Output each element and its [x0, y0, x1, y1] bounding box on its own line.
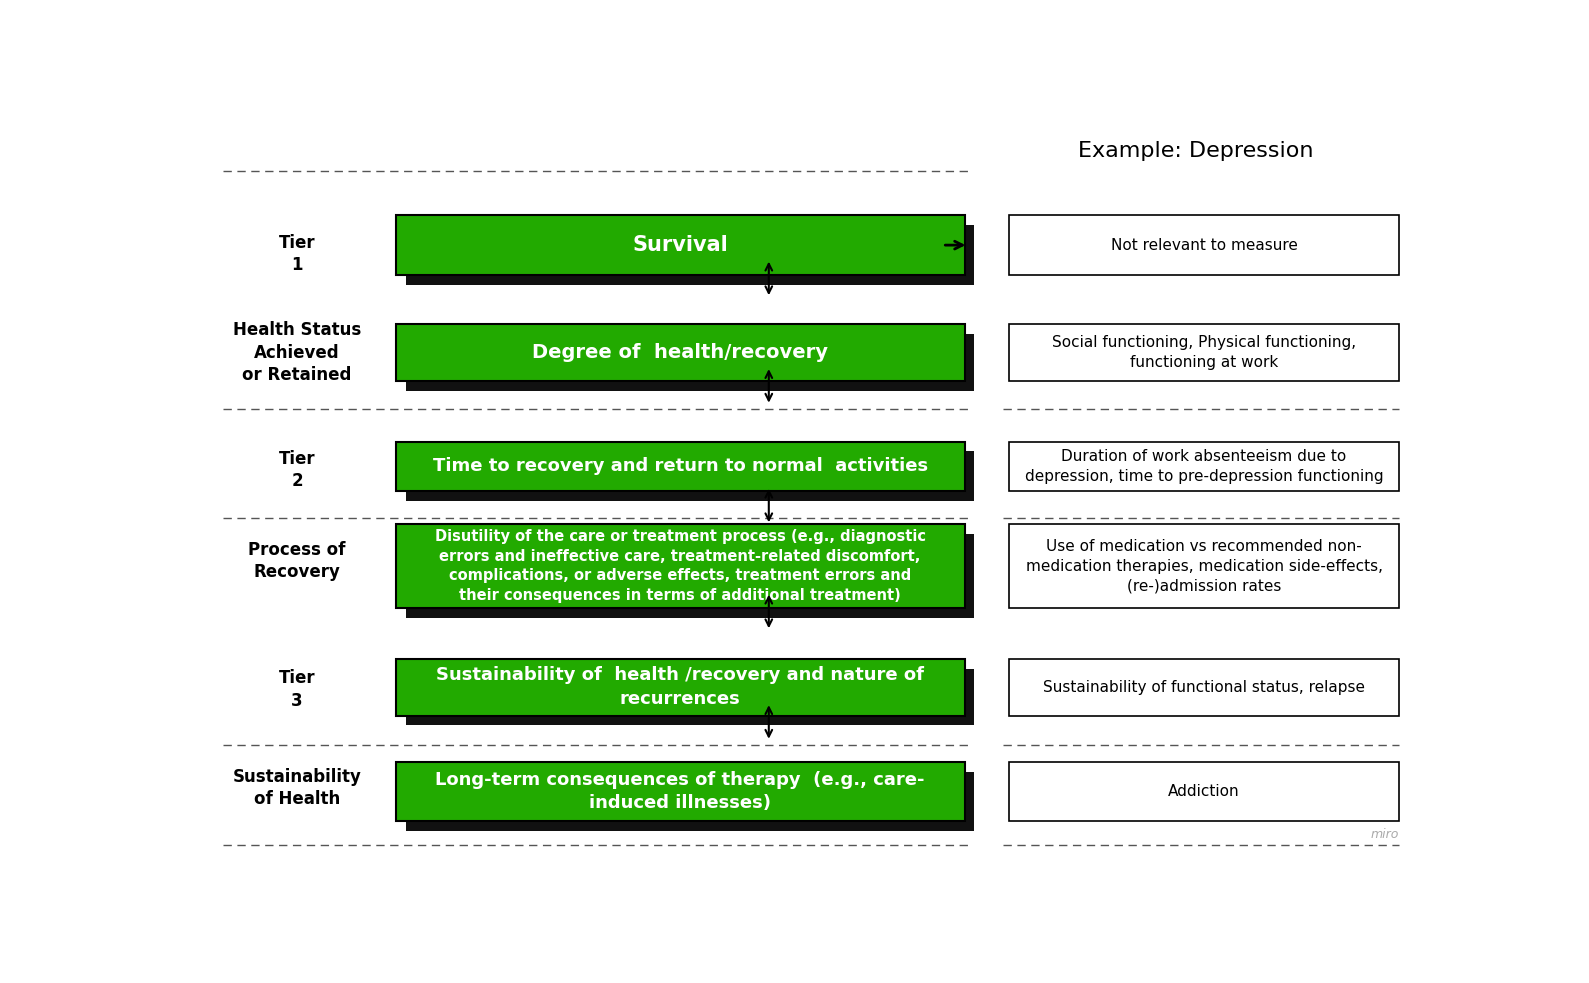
Bar — [405, 668, 974, 725]
Text: Addiction: Addiction — [1168, 784, 1239, 799]
Bar — [405, 451, 974, 500]
Bar — [405, 334, 974, 391]
Bar — [1009, 441, 1400, 491]
Text: Duration of work absenteeism due to
depression, time to pre-depression functioni: Duration of work absenteeism due to depr… — [1025, 448, 1384, 484]
Text: Use of medication vs recommended non-
medication therapies, medication side-effe: Use of medication vs recommended non- me… — [1025, 539, 1382, 594]
Bar — [396, 659, 965, 716]
Text: Social functioning, Physical functioning,
functioning at work: Social functioning, Physical functioning… — [1052, 335, 1355, 370]
Text: Degree of  health/recovery: Degree of health/recovery — [532, 343, 828, 362]
Bar — [405, 534, 974, 618]
Bar — [405, 225, 974, 285]
Text: Time to recovery and return to normal  activities: Time to recovery and return to normal ac… — [432, 457, 928, 475]
Text: Sustainability of functional status, relapse: Sustainability of functional status, rel… — [1042, 679, 1365, 695]
Text: Process of
Recovery: Process of Recovery — [248, 541, 346, 581]
Bar — [1009, 324, 1400, 381]
Text: Tier
1: Tier 1 — [278, 234, 316, 274]
Bar — [1009, 762, 1400, 821]
Bar — [1009, 524, 1400, 608]
Bar — [1009, 215, 1400, 275]
Text: Disutility of the care or treatment process (e.g., diagnostic
errors and ineffec: Disutility of the care or treatment proc… — [435, 529, 926, 604]
Text: Health Status
Achieved
or Retained: Health Status Achieved or Retained — [234, 321, 361, 383]
Text: Tier
3: Tier 3 — [278, 669, 316, 710]
Text: Sustainability
of Health: Sustainability of Health — [232, 768, 362, 808]
Bar — [396, 441, 965, 491]
Bar — [405, 772, 974, 831]
Text: Not relevant to measure: Not relevant to measure — [1111, 238, 1298, 253]
Text: Example: Depression: Example: Depression — [1079, 141, 1314, 160]
Bar — [396, 215, 965, 275]
Bar — [396, 762, 965, 821]
Text: Survival: Survival — [632, 235, 728, 256]
Bar — [1009, 659, 1400, 716]
Bar — [396, 524, 965, 608]
Bar — [396, 324, 965, 381]
Text: Sustainability of  health /recovery and nature of
recurrences: Sustainability of health /recovery and n… — [435, 666, 925, 708]
Text: Long-term consequences of therapy  (e.g., care-
induced illnesses): Long-term consequences of therapy (e.g.,… — [435, 771, 925, 812]
Text: Tier
2: Tier 2 — [278, 450, 316, 490]
Text: miro: miro — [1371, 828, 1400, 840]
